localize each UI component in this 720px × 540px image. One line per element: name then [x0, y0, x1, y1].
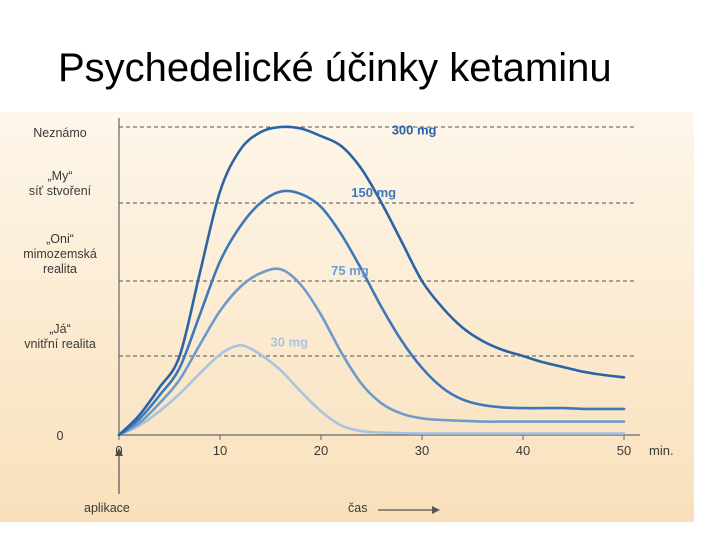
y-level-label: Neznámo	[33, 126, 87, 140]
series-line-75-mg	[117, 267, 626, 437]
x-tick-label: 50	[617, 443, 631, 458]
slide-title: Psychedelické účinky ketaminu	[58, 46, 612, 90]
y-level-label: „Já“	[49, 322, 71, 336]
x-tick-label: 0	[115, 443, 122, 458]
y-level-label: mimozemská	[23, 247, 97, 261]
series-label-300-mg: 300 mg	[392, 123, 437, 138]
y-level-label: 0	[57, 429, 64, 443]
series-label-75-mg: 75 mg	[331, 263, 369, 278]
axis-layer: aplikace čas min. 0 10 20 30 40 50	[84, 118, 674, 515]
label-layer: 0 „Já“vnitřní realita „Oni“mimozemskáreali…	[23, 123, 436, 443]
series-line-150-mg	[117, 189, 626, 437]
series-line-30-mg	[117, 343, 626, 437]
x-tick-label: 10	[213, 443, 227, 458]
y-level-label: síť stvoření	[29, 184, 92, 198]
y-level-label: vnitřní realita	[24, 337, 96, 351]
series-label-30-mg: 30 mg	[271, 334, 309, 349]
chart-panel: aplikace čas min. 0 10 20 30 40 50 0 „Já“ vnitř…	[0, 112, 694, 522]
series-label-150-mg: 150 mg	[351, 185, 396, 200]
series-layer	[117, 125, 626, 437]
application-label: aplikace	[84, 501, 130, 515]
x-tick-label: 20	[314, 443, 328, 458]
y-level-label: realita	[43, 262, 77, 276]
x-axis-label: čas	[348, 501, 367, 515]
y-level-label: „My“	[48, 169, 73, 183]
x-tick-label: 30	[415, 443, 429, 458]
series-line-300-mg	[117, 125, 626, 437]
grid-layer	[119, 126, 636, 357]
chart-svg: aplikace čas min. 0 10 20 30 40 50 0 „Já“vnitř…	[23, 118, 674, 515]
x-tick-label: 40	[516, 443, 530, 458]
x-unit-label: min.	[649, 443, 674, 458]
y-level-label: „Oni“	[46, 232, 74, 246]
